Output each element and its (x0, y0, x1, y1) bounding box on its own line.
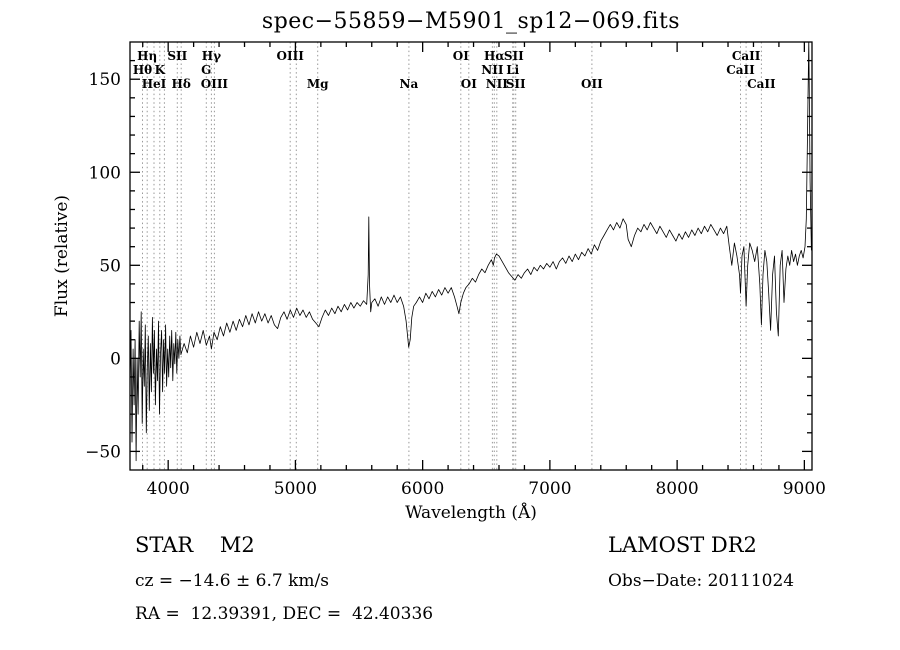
spectral-line-label: OIII (201, 77, 229, 91)
x-tick-label: 7000 (528, 479, 571, 499)
x-tick-label: 8000 (655, 479, 698, 499)
x-tick-label: 4000 (147, 479, 190, 499)
spectral-line-label: SII (167, 49, 187, 63)
spectral-line-label: OI (453, 49, 469, 63)
x-tick-label: 5000 (274, 479, 317, 499)
spectral-line-label: NII (486, 77, 509, 91)
spectral-line-label: Hγ (202, 49, 221, 63)
plot-frame (129, 41, 813, 471)
plot-title: spec−55859−M5901_sp12−069.fits (261, 9, 681, 34)
object-classification: STAR M2 (135, 533, 255, 557)
x-tick-label: 9000 (783, 479, 826, 499)
spectral-line-label: CaII (726, 63, 755, 77)
spectral-line-label: CaII (747, 77, 776, 91)
y-tick-label: −50 (85, 442, 121, 462)
radial-velocity: cz = −14.6 ± 6.7 km/s (135, 571, 329, 591)
y-tick-label: 0 (110, 349, 121, 369)
y-tick-label: 50 (99, 256, 121, 276)
observation-date: Obs−Date: 20111024 (608, 571, 795, 591)
spectral-line-label: CaII (732, 49, 761, 63)
spectral-line-label: OI (461, 77, 477, 91)
spectral-line-label: Hη (137, 49, 157, 63)
spectral-line-label: SII (506, 77, 526, 91)
spectral-line-label: G (201, 63, 211, 77)
y-tick-label: 150 (89, 70, 121, 90)
spectral-line-label: K (155, 63, 166, 77)
spectral-line-label: NII (481, 63, 504, 77)
y-tick-label: 100 (89, 163, 121, 183)
spectral-line-label: OII (581, 77, 603, 91)
spectral-line-label: Na (400, 77, 419, 91)
spectrum-curve (130, 41, 812, 462)
spectral-line-label: Hθ (133, 63, 152, 77)
x-tick-label: 6000 (401, 479, 444, 499)
spectral-line-label: Hδ (172, 77, 191, 91)
spectral-line-label: Li (506, 63, 519, 77)
spectral-line-label: Hα (484, 49, 505, 63)
survey-release: LAMOST DR2 (608, 533, 757, 557)
spectral-line-label: Mg (307, 77, 329, 91)
spectral-line-label: SII (504, 49, 524, 63)
x-axis-label: Wavelength (Å) (405, 503, 537, 523)
spectral-line-label: OIII (277, 49, 305, 63)
spectral-line-label: HeI (142, 77, 167, 91)
coordinates: RA = 12.39391, DEC = 42.40336 (135, 604, 434, 624)
